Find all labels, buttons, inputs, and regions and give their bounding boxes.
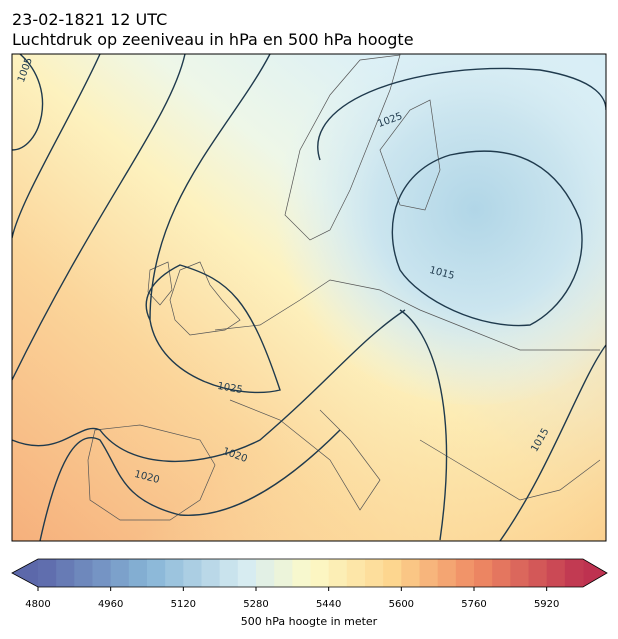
colorbar-label: 500 hPa hoogte in meter: [241, 615, 378, 628]
coastlines: [87, 54, 601, 521]
colorbar-extend-high: [583, 559, 607, 587]
isobars: [12, 54, 606, 541]
colorbar-segment: [183, 559, 202, 587]
colorbar-tick-label: 5600: [389, 599, 414, 610]
colorbar-segment: [274, 559, 293, 587]
colorbar-segment: [328, 559, 348, 587]
colorbar-tick-label: 5760: [461, 599, 486, 610]
colorbar-segment: [564, 559, 584, 587]
colorbar-segment: [92, 559, 112, 587]
colorbar-tick-label: 5920: [534, 599, 559, 610]
colorbar-segment: [292, 559, 311, 587]
colorbar-segment: [74, 559, 93, 587]
colorbar-segment: [546, 559, 566, 587]
colorbar-extend-low: [12, 559, 38, 587]
colorbar-segment: [310, 559, 330, 587]
map-title: Luchtdruk op zeeniveau in hPa en 500 hPa…: [12, 30, 414, 49]
colorbar-segment: [437, 559, 457, 587]
colorbar-segment: [147, 559, 166, 587]
colorbar-segment: [455, 559, 475, 587]
colorbar-segment: [510, 559, 529, 587]
colorbar-segment: [492, 559, 511, 587]
colorbar-tick-label: 4960: [98, 599, 123, 610]
colorbar-segment: [110, 559, 130, 587]
colorbar-tick-label: 5120: [171, 599, 196, 610]
colorbar-segment: [165, 559, 184, 587]
colorbar-segment: [38, 559, 57, 587]
colorbar-tick-label: 5440: [316, 599, 341, 610]
map-frame: [11, 53, 607, 542]
colorbar-segment: [201, 559, 221, 587]
colorbar-segment: [237, 559, 257, 587]
colorbar-segment: [419, 559, 439, 587]
colorbar-segment: [128, 559, 148, 587]
map-date: 23-02-1821 12 UTC: [12, 10, 167, 29]
colorbar-segment: [365, 559, 384, 587]
colorbar-tick-label: 5280: [243, 599, 268, 610]
colorbar-segment: [56, 559, 75, 587]
colorbar-segment: [474, 559, 493, 587]
colorbar-segment: [256, 559, 275, 587]
colorbar-segment: [383, 559, 402, 587]
colorbar-segment: [528, 559, 548, 587]
map-area: [12, 54, 606, 541]
colorbar-segment: [219, 559, 239, 587]
isobar-label: 1025: [216, 381, 243, 396]
colorbar-segment: [401, 559, 420, 587]
colorbar-tick-label: 4800: [25, 599, 50, 610]
colorbar-segment: [346, 559, 366, 587]
